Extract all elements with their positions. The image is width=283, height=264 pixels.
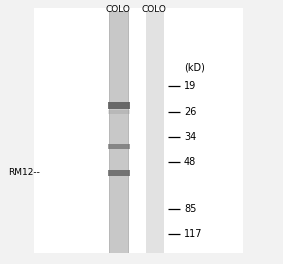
Bar	[34, 8, 243, 253]
Bar	[128, 11, 129, 253]
Text: RM12--: RM12--	[8, 168, 40, 177]
Text: 48: 48	[184, 157, 196, 167]
Text: COLO: COLO	[105, 5, 130, 14]
Text: 34: 34	[184, 132, 196, 142]
Bar	[109, 11, 110, 253]
Bar	[109, 11, 129, 253]
Bar	[108, 110, 130, 114]
Text: 26: 26	[184, 107, 196, 117]
Bar	[108, 170, 130, 176]
Text: COLO: COLO	[142, 5, 167, 14]
Bar	[108, 102, 130, 109]
Bar	[146, 11, 164, 253]
Text: 19: 19	[184, 81, 196, 91]
Bar	[108, 144, 130, 149]
Text: 85: 85	[184, 204, 196, 214]
Text: 117: 117	[184, 229, 202, 239]
Text: (kD): (kD)	[184, 62, 205, 72]
